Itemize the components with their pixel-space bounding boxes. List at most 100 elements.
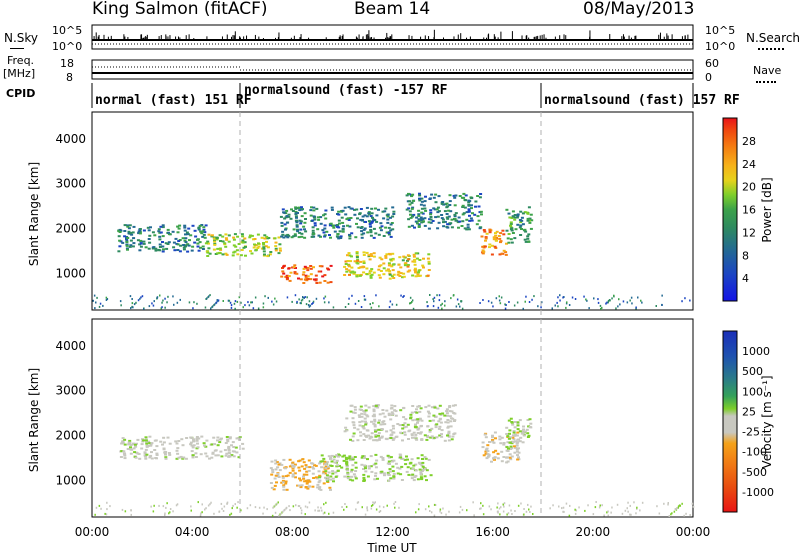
y-tick-label: 1000 <box>55 473 86 487</box>
cpid-label: CPID <box>6 87 36 100</box>
heatmap-cell <box>228 437 232 440</box>
heatmap-cell <box>378 256 382 259</box>
heatmap-cell <box>343 265 347 268</box>
ground-scatter-cell <box>152 304 155 307</box>
heatmap-cell <box>146 226 150 229</box>
heatmap-cell <box>346 477 350 480</box>
heatmap-cell <box>419 216 423 219</box>
heatmap-cell <box>329 475 333 478</box>
heatmap-cell <box>293 472 297 475</box>
ground-scatter-cell <box>223 505 226 508</box>
heatmap-cell <box>452 194 456 197</box>
heatmap-cell <box>362 232 366 235</box>
heatmap-cell <box>439 421 443 424</box>
heatmap-cell <box>450 417 453 420</box>
heatmap-cell <box>386 268 390 271</box>
heatmap-cell <box>205 455 209 458</box>
heatmap-cell <box>132 237 136 240</box>
heatmap-cell <box>406 254 410 257</box>
heatmap-cell <box>352 432 356 435</box>
heatmap-cell <box>240 249 244 251</box>
heatmap-cell <box>194 235 198 238</box>
heatmap-cell <box>507 241 511 244</box>
heatmap-cell <box>461 206 465 208</box>
heatmap-cell <box>519 224 523 227</box>
heatmap-cell <box>492 451 496 454</box>
heatmap-cell <box>365 435 369 438</box>
heatmap-cell <box>177 456 181 459</box>
heatmap-cell <box>386 471 390 474</box>
heatmap-cell <box>518 419 522 422</box>
heatmap-cell <box>168 442 172 445</box>
ground-scatter-cell <box>578 506 580 509</box>
heatmap-cell <box>203 236 207 239</box>
heatmap-cell <box>237 456 241 459</box>
heatmap-cell <box>147 229 151 232</box>
heatmap-cell <box>378 226 382 229</box>
heatmap-cell <box>197 249 201 252</box>
heatmap-cell <box>452 404 455 407</box>
heatmap-cell <box>282 236 286 239</box>
heatmap-cell <box>374 439 378 442</box>
heatmap-cell <box>513 214 517 216</box>
heatmap-cell <box>414 271 417 273</box>
heatmap-cell <box>176 225 180 228</box>
heatmap-cell <box>377 434 380 437</box>
heatmap-cell <box>364 423 368 426</box>
ground-scatter-cell <box>482 299 484 301</box>
x-tick-label: 16:00 <box>475 525 510 539</box>
heatmap-cell <box>414 275 418 278</box>
heatmap-cell <box>385 231 389 234</box>
heatmap-cell <box>387 414 391 417</box>
heatmap-cell <box>412 199 415 202</box>
heatmap-cell <box>438 425 442 428</box>
heatmap-cell <box>377 233 381 236</box>
heatmap-cell <box>359 405 363 408</box>
ground-scatter-cell <box>520 502 522 505</box>
heatmap-cell <box>426 436 430 438</box>
heatmap-cell <box>528 217 532 220</box>
heatmap-cell <box>298 231 302 234</box>
heatmap-cell <box>484 237 488 240</box>
heatmap-cell <box>323 472 327 475</box>
heatmap-cell <box>424 406 428 409</box>
ground-scatter-cell <box>606 511 608 514</box>
heatmap-cell <box>384 226 388 229</box>
heatmap-cell <box>438 418 442 421</box>
ground-scatter-cell <box>292 505 295 508</box>
heatmap-cell <box>196 242 200 245</box>
heatmap-cell <box>224 233 228 236</box>
heatmap-cell <box>411 215 415 218</box>
heatmap-cell <box>440 429 444 432</box>
heatmap-cell <box>507 437 511 440</box>
ground-scatter-cell <box>583 295 585 298</box>
heatmap-cell <box>190 249 194 252</box>
heatmap-cell <box>142 242 146 245</box>
ground-scatter-cell <box>153 300 155 303</box>
noise-right-top-tick: 10^5 <box>705 24 735 37</box>
ground-scatter-cell <box>298 505 301 508</box>
ground-scatter-cell <box>264 295 266 298</box>
heatmap-cell <box>412 255 416 258</box>
heatmap-cell <box>488 441 491 443</box>
ground-scatter-cell <box>210 307 212 310</box>
y-tick-label: 4000 <box>55 132 86 146</box>
ground-scatter-cell <box>306 506 309 509</box>
heatmap-cell <box>158 246 162 248</box>
ground-scatter-cell <box>440 304 442 307</box>
heatmap-cell <box>396 466 400 469</box>
heatmap-cell <box>348 233 351 236</box>
heatmap-cell <box>136 452 140 455</box>
heatmap-cell <box>144 448 148 451</box>
heatmap-cell <box>253 243 256 246</box>
heatmap-cell <box>367 406 371 409</box>
ground-scatter-cell <box>234 300 237 303</box>
ground-scatter-cell <box>444 300 446 303</box>
ground-scatter-cell <box>106 298 109 300</box>
heatmap-cell <box>488 228 492 231</box>
heatmap-cell <box>519 221 523 224</box>
ground-scatter-cell <box>439 508 442 511</box>
heatmap-cell <box>492 236 496 239</box>
heatmap-cell <box>453 217 457 220</box>
heatmap-cell <box>511 210 515 213</box>
